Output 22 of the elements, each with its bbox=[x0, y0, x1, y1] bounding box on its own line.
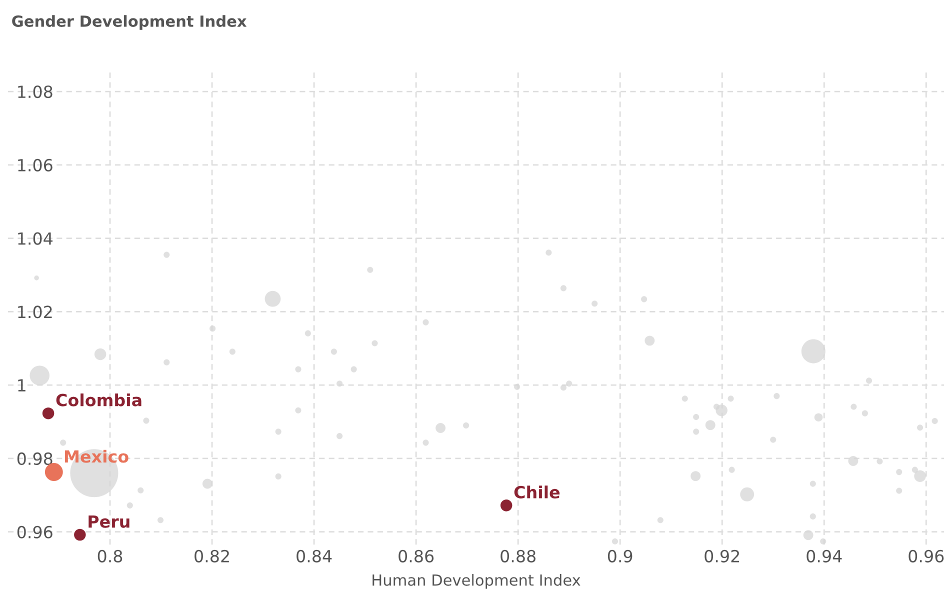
y-tick-label: 0.98 bbox=[17, 452, 52, 466]
x-tick-label: 0.92 bbox=[704, 550, 739, 562]
x-tick-label: 0.84 bbox=[296, 550, 332, 562]
x-tick-label: 0.8 bbox=[98, 550, 122, 562]
x-tick-label: 0.82 bbox=[194, 550, 229, 562]
series-label: Chile bbox=[514, 486, 560, 498]
y-tick-label: 1.06 bbox=[18, 158, 52, 172]
x-tick-label: 0.86 bbox=[398, 550, 434, 562]
x-tick-label: 0.96 bbox=[908, 550, 944, 562]
series-label: Colombia bbox=[56, 393, 142, 406]
x-tick-label: 0.94 bbox=[806, 550, 842, 562]
y-tick-label: 1 bbox=[18, 379, 26, 392]
x-tick-label: 0.88 bbox=[500, 550, 536, 562]
series-label: Peru bbox=[88, 515, 130, 528]
x-tick-label: 0.9 bbox=[608, 550, 632, 562]
y-tick-label: 1.08 bbox=[18, 85, 52, 98]
y-tick-label: 0.96 bbox=[17, 526, 52, 538]
series-label: Mexico bbox=[64, 450, 128, 463]
y-tick-label: 1.04 bbox=[18, 232, 53, 245]
x-axis-title: Human Development Index bbox=[372, 574, 580, 589]
y-tick-label: 1.02 bbox=[18, 306, 52, 318]
y-axis-title: Gender Development Index bbox=[12, 15, 247, 30]
